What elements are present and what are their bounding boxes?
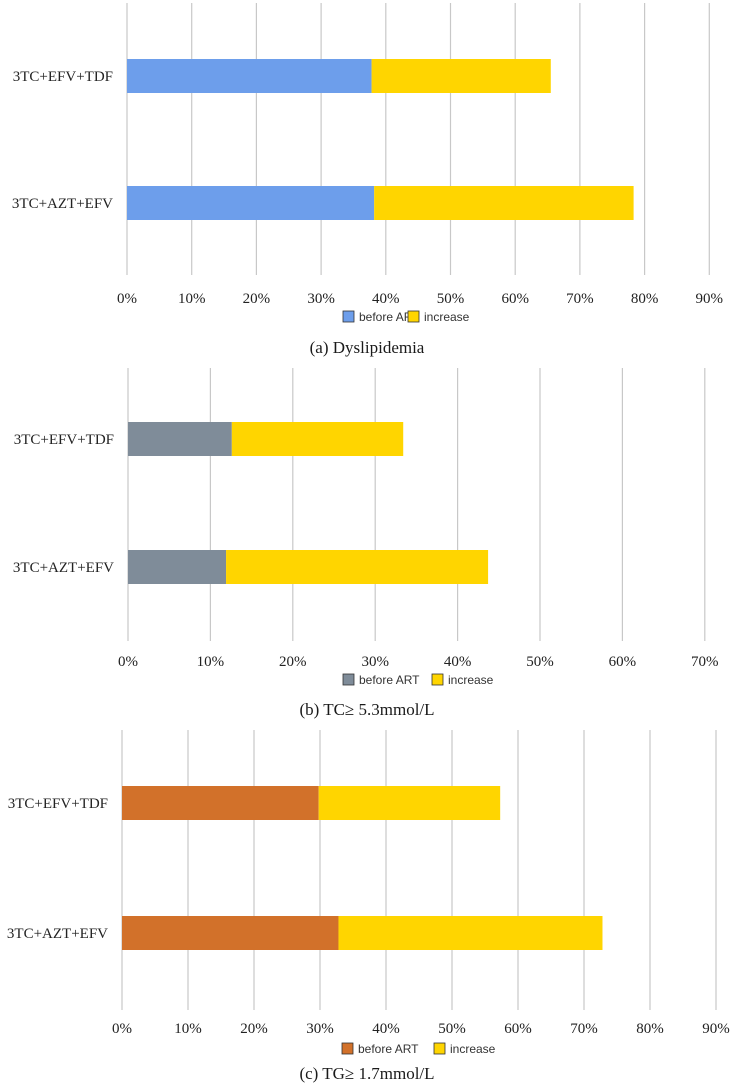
x-tick-label: 0% [117,291,137,307]
chart-a: 0% 10% 20% 30% 40% 50% 60% 70% 80% 90% 3TC+EFV+TDF… [12,3,724,324]
x-tick-label: 20% [279,654,307,670]
bar-increase [226,550,489,584]
legend-label: before ART [358,1042,419,1056]
category-label: 3TC+EFV+TDF [13,69,113,85]
legend-label: increase [424,310,470,324]
chart-c: 0% 10% 20% 30% 40% 50% 60% 70% 80% 90% 3TC+EFV+TDF… [7,730,730,1056]
bar-increase [374,186,634,220]
bar-before-art [122,916,339,950]
category-label: 3TC+AZT+EFV [13,560,114,576]
x-tick-label: 50% [526,654,554,670]
x-tick-label: 90% [702,1021,730,1037]
bar-increase [318,786,501,820]
bar-increase [231,422,404,456]
legend-label: before ART [359,310,420,324]
legend-swatch [433,1042,446,1055]
chart-panel-b: 0% 10% 20% 30% 40% 50% 60% 70% 3TC+EFV+TDF 3TC+AZ… [13,368,719,719]
x-tick-label: 10% [174,1021,202,1037]
x-tick-label: 10% [178,291,206,307]
chart-a-caption: (a) Dyslipidemia [309,338,425,357]
bar-before-art [127,186,375,220]
x-tick-label: 40% [372,1021,400,1037]
x-tick-label: 80% [636,1021,664,1037]
bar-increase [338,916,603,950]
category-label: 3TC+EFV+TDF [14,432,114,448]
x-tick-label: 20% [243,291,271,307]
legend-label: increase [448,673,494,687]
chart-c-caption: (c) TG≥ 1.7mmol/L [299,1064,435,1083]
x-tick-label: 60% [504,1021,532,1037]
x-tick-label: 40% [372,291,400,307]
legend-label: before ART [359,673,420,687]
chart-panel-a: 0% 10% 20% 30% 40% 50% 60% 70% 80% 90% 3TC+EFV+TDF… [0,0,734,362]
x-tick-label: 30% [306,1021,334,1037]
legend-swatch [342,673,355,686]
x-tick-label: 90% [696,291,724,307]
chart-b-caption: (b) TC≥ 5.3mmol/L [299,700,435,719]
x-tick-label: 50% [437,291,465,307]
x-tick-label: 70% [570,1021,598,1037]
category-label: 3TC+AZT+EFV [12,196,113,212]
x-tick-label: 50% [438,1021,466,1037]
bar-before-art [122,786,319,820]
x-tick-label: 20% [240,1021,268,1037]
bar-before-art [128,550,227,584]
x-tick-label: 60% [501,291,529,307]
legend-swatch [342,310,355,323]
bar-increase [371,59,551,93]
x-tick-label: 0% [118,654,138,670]
x-tick-label: 10% [197,654,225,670]
x-tick-label: 80% [631,291,659,307]
x-tick-label: 70% [566,291,594,307]
legend-swatch [431,673,444,686]
category-label: 3TC+AZT+EFV [7,926,108,942]
x-tick-label: 30% [361,654,389,670]
legend-swatch [407,310,420,323]
x-tick-label: 0% [112,1021,132,1037]
chart-b: 0% 10% 20% 30% 40% 50% 60% 70% 3TC+EFV+TDF 3TC+AZ… [13,368,719,687]
x-tick-label: 40% [444,654,472,670]
category-label: 3TC+EFV+TDF [8,796,108,812]
x-tick-label: 30% [307,291,335,307]
bar-before-art [128,422,232,456]
legend-label: increase [450,1042,496,1056]
x-tick-label: 60% [609,654,637,670]
x-tick-label: 70% [691,654,719,670]
bar-before-art [127,59,372,93]
legend-swatch [341,1042,354,1055]
